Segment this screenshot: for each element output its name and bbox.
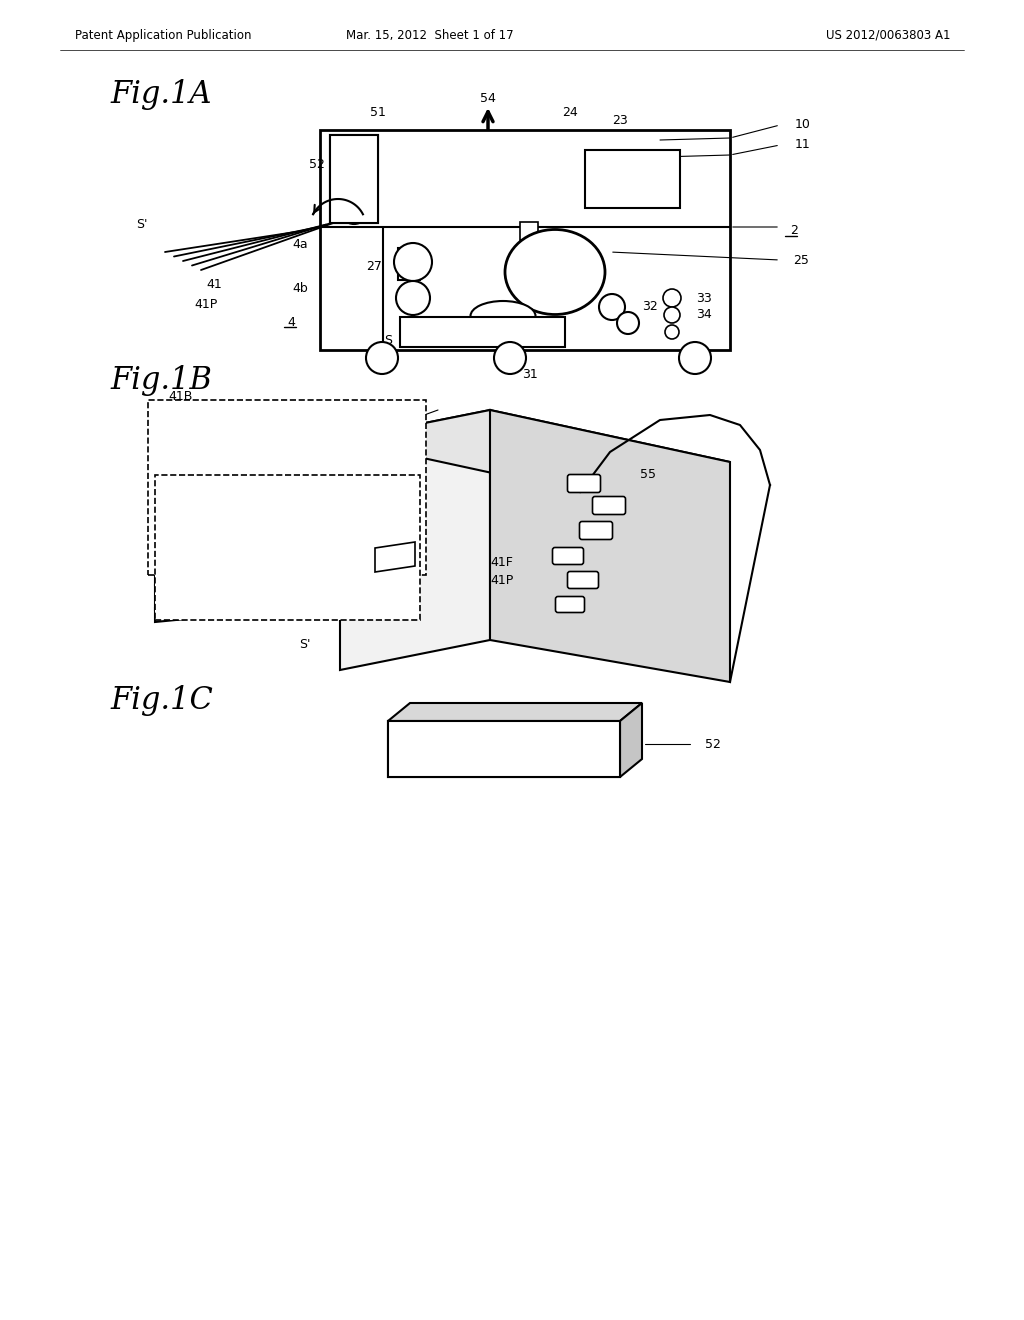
Ellipse shape (505, 230, 605, 314)
Text: 10A: 10A (371, 418, 395, 432)
Bar (330, 135, 378, 223)
Polygon shape (155, 560, 415, 610)
Text: 28: 28 (490, 323, 506, 337)
Text: Fig.1C: Fig.1C (110, 685, 213, 715)
Text: 4: 4 (287, 315, 295, 329)
Ellipse shape (470, 301, 536, 331)
FancyBboxPatch shape (553, 548, 584, 565)
Text: 51: 51 (370, 107, 386, 120)
Circle shape (339, 162, 369, 191)
Text: 41B: 41B (168, 391, 193, 404)
Text: 54: 54 (480, 91, 496, 104)
Bar (319, 129, 730, 350)
FancyBboxPatch shape (593, 496, 626, 515)
Text: 33: 33 (696, 292, 712, 305)
FancyBboxPatch shape (580, 521, 612, 540)
FancyBboxPatch shape (567, 572, 598, 589)
Polygon shape (620, 704, 642, 777)
Circle shape (663, 289, 681, 308)
Text: Fig.1B: Fig.1B (110, 364, 212, 396)
Text: S': S' (299, 638, 310, 651)
Text: 52: 52 (309, 158, 325, 172)
Circle shape (396, 281, 430, 315)
Bar (330, 135, 378, 223)
Text: 41: 41 (168, 466, 183, 479)
Text: 27: 27 (367, 260, 382, 273)
Polygon shape (340, 411, 730, 492)
Text: 41F: 41F (490, 556, 513, 569)
Text: 10: 10 (795, 117, 811, 131)
Bar (585, 150, 680, 209)
Circle shape (617, 312, 639, 334)
Text: 41: 41 (206, 279, 222, 292)
Text: Fig.1A: Fig.1A (110, 79, 212, 111)
Circle shape (392, 506, 404, 517)
Text: 53: 53 (310, 494, 326, 507)
Circle shape (340, 195, 368, 224)
Text: 55: 55 (640, 469, 656, 482)
Circle shape (394, 243, 432, 281)
Bar (388, 721, 620, 777)
Polygon shape (155, 583, 415, 622)
Bar (398, 248, 420, 280)
Text: 23: 23 (612, 114, 628, 127)
Circle shape (366, 342, 398, 374)
Text: S: S (384, 334, 392, 346)
Text: 24: 24 (562, 107, 578, 120)
Text: 25: 25 (793, 253, 809, 267)
FancyBboxPatch shape (567, 474, 600, 492)
Text: 31: 31 (522, 368, 538, 381)
Text: 34: 34 (696, 309, 712, 322)
Text: S': S' (136, 219, 148, 231)
Circle shape (665, 325, 679, 339)
Bar (388, 721, 620, 777)
Text: 41P: 41P (195, 298, 218, 312)
Text: Patent Application Publication: Patent Application Publication (75, 29, 252, 41)
Text: 32: 32 (642, 301, 657, 314)
Text: 2: 2 (790, 223, 798, 236)
FancyBboxPatch shape (555, 597, 585, 612)
Text: 52: 52 (705, 738, 721, 751)
Text: Mar. 15, 2012  Sheet 1 of 17: Mar. 15, 2012 Sheet 1 of 17 (346, 29, 514, 41)
Polygon shape (490, 411, 730, 682)
Polygon shape (388, 704, 642, 721)
Bar (520, 222, 538, 240)
Polygon shape (155, 520, 415, 585)
Polygon shape (340, 411, 490, 671)
Text: 41P: 41P (490, 573, 513, 586)
Bar (400, 317, 565, 347)
Circle shape (664, 308, 680, 323)
Circle shape (494, 342, 526, 374)
Text: 11: 11 (795, 137, 811, 150)
Text: 4a: 4a (293, 239, 308, 252)
Bar (148, 400, 426, 576)
Polygon shape (375, 543, 415, 572)
Circle shape (599, 294, 625, 319)
Bar (155, 475, 420, 620)
Text: 4b: 4b (292, 281, 308, 294)
Circle shape (679, 342, 711, 374)
Text: US 2012/0063803 A1: US 2012/0063803 A1 (825, 29, 950, 41)
